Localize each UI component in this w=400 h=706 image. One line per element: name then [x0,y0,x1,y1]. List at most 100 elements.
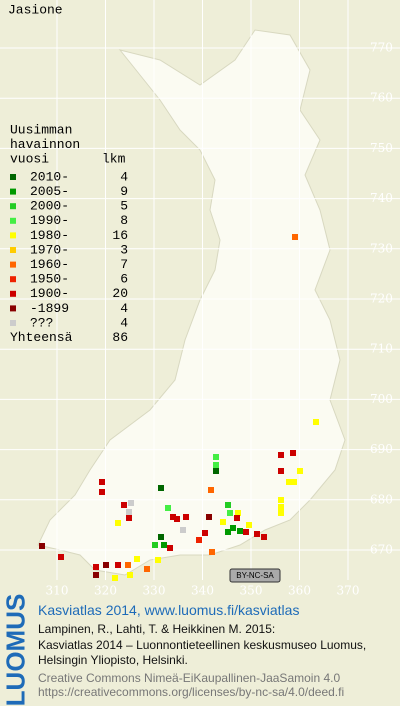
observation-square [286,479,292,485]
observation-square [225,529,231,535]
legend-total-count: 86 [112,330,128,345]
observation-square [170,514,176,520]
observation-square [278,504,284,510]
observation-square [278,452,284,458]
legend-label: 2010- [30,169,69,184]
easting-label: 320 [94,584,117,598]
observation-square [196,537,202,543]
legend-count: 7 [120,257,128,272]
observation-square [243,529,249,535]
observation-square [93,564,99,570]
northing-label: 750 [370,141,393,155]
observation-square [278,497,284,503]
observation-square [213,462,219,468]
logo: LUOMUS [1,594,31,706]
observation-square [225,502,231,508]
observation-square [144,566,150,572]
observation-square [174,516,180,522]
legend-label: 1990- [30,213,69,228]
northing-label: 700 [370,392,393,406]
observation-square [158,485,164,491]
observation-square [278,510,284,516]
legend-swatch [10,232,16,239]
legend-swatch [10,261,16,268]
easting-label: 350 [240,584,263,598]
legend-swatch [10,276,16,283]
legend-label: 1900- [30,286,69,301]
observation-square [297,468,303,474]
observation-square [121,502,127,508]
legend-label: 1980- [30,228,69,243]
observation-square [213,468,219,474]
legend-count-heading: lkm [102,151,126,166]
logo-text: LUOMUS [0,593,31,706]
observation-square [155,557,161,563]
citation: Lampinen, R., Lahti, T. & Heikkinen M. 2… [38,622,276,636]
legend-swatch [10,320,16,326]
observation-square [291,479,297,485]
observation-square [99,489,105,495]
observation-square [246,522,252,528]
license: Creative Commons Nimeä-EiKaupallinen-Jaa… [38,671,341,685]
observation-square [152,542,158,548]
easting-label: 340 [191,584,214,598]
legend-count: 9 [120,184,128,199]
footer-link: Kasviatlas 2014, www.luomus.fi/kasviatla… [38,602,300,618]
title: Jasione [8,2,63,17]
observation-square [278,468,284,474]
legend-count: 4 [120,315,128,330]
observation-square [103,562,109,568]
legend-count: 6 [120,272,128,287]
citation: Kasviatlas 2014 – Luonnontieteellinen ke… [38,638,367,652]
observation-square [292,234,298,240]
northing-label: 760 [370,91,393,105]
observation-square [254,531,260,537]
legend-label: 1950- [30,272,69,287]
observation-square [261,534,267,540]
observation-square [290,450,296,456]
observation-square [126,509,132,515]
legend-label: 2000- [30,199,69,214]
observation-square [183,514,189,520]
northing-label: 740 [370,191,393,205]
legend-count: 16 [112,228,128,243]
observation-square [235,510,241,516]
easting-label: 310 [46,584,69,598]
legend-label: ??? [30,315,53,330]
observation-square [115,520,121,526]
legend-swatch [10,290,16,297]
observation-square [167,545,173,551]
northing-label: 710 [370,342,393,356]
legend-count: 20 [112,286,128,301]
legend-label: 1960- [30,257,69,272]
northing-label: 730 [370,241,393,255]
observation-square [237,528,243,534]
legend-label: 2005- [30,184,69,199]
license: https://creativecommons.org/licenses/by-… [38,685,345,699]
northing-label: 770 [370,41,393,55]
observation-square [208,487,214,493]
observation-square [126,515,132,521]
legend-count: 4 [120,169,128,184]
northing-label: 720 [370,292,393,306]
observation-square [230,525,236,531]
legend-swatch [10,305,16,312]
observation-square [227,510,233,516]
legend-heading: havainnon [10,137,80,152]
observation-square [127,572,133,578]
observation-square [115,562,121,568]
observation-square [161,542,167,548]
observation-square [39,543,45,549]
legend-swatch [10,217,16,224]
northing-label: 670 [370,543,393,557]
observation-square [93,572,99,578]
northing-label: 680 [370,492,393,506]
observation-square [202,530,208,536]
legend-swatch [10,247,16,253]
observation-square [165,505,171,511]
observation-square [134,556,140,562]
